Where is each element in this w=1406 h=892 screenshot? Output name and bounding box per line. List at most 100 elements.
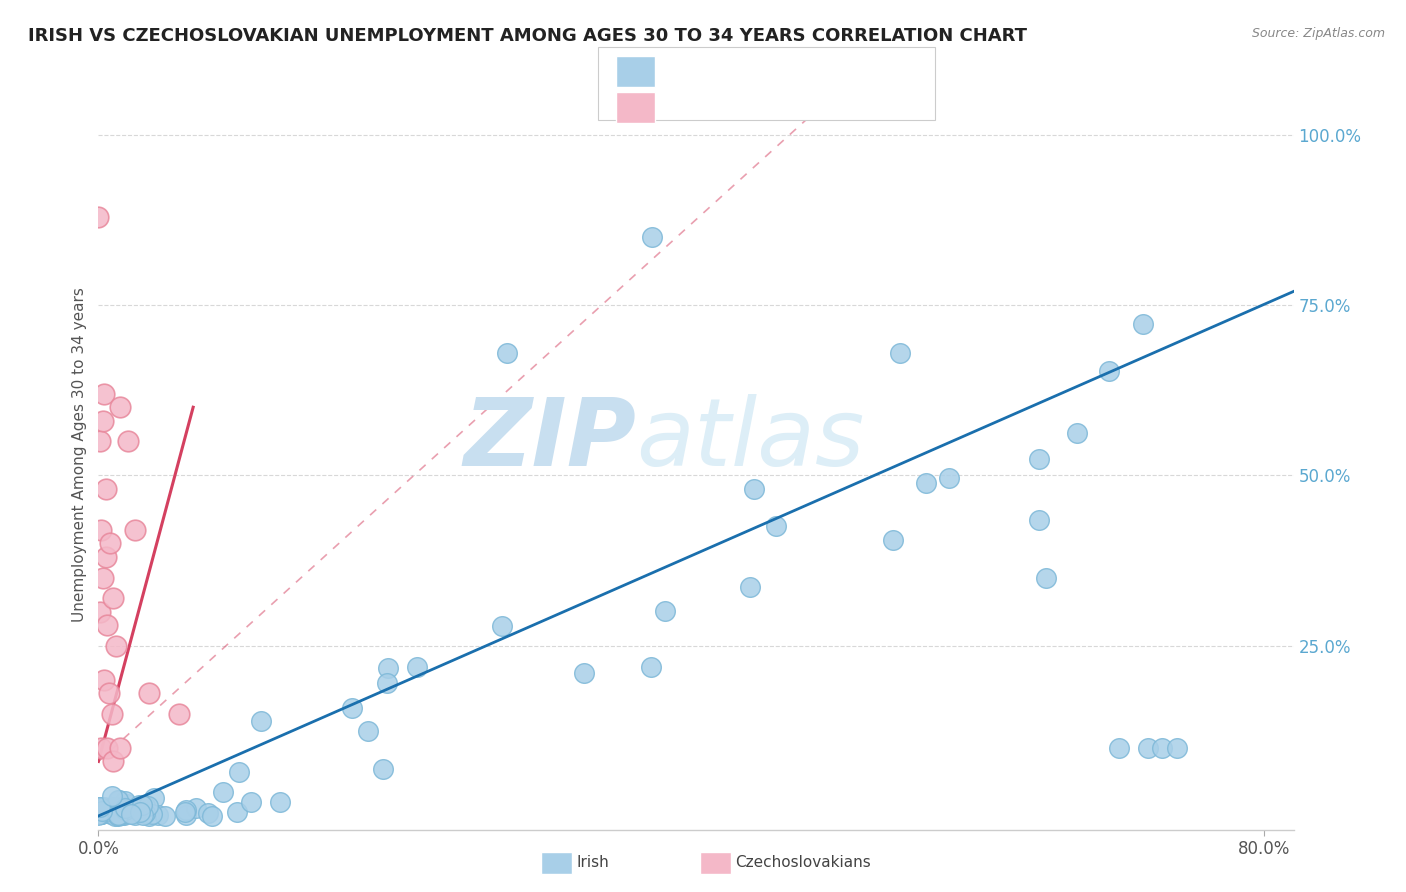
Point <box>228 764 250 779</box>
Point <box>134 798 156 813</box>
Point <box>226 805 249 820</box>
Point <box>94 804 117 818</box>
Point <box>87 210 110 224</box>
Point <box>1035 570 1057 584</box>
Point <box>90 740 112 755</box>
Point <box>124 523 146 537</box>
Point <box>740 580 762 594</box>
Point <box>1132 317 1154 331</box>
Point <box>240 795 263 809</box>
Point <box>114 803 136 817</box>
Text: IRISH VS CZECHOSLOVAKIAN UNEMPLOYMENT AMONG AGES 30 TO 34 YEARS CORRELATION CHAR: IRISH VS CZECHOSLOVAKIAN UNEMPLOYMENT AM… <box>28 27 1028 45</box>
Point <box>104 803 127 817</box>
Point <box>96 805 118 820</box>
Point <box>141 806 163 821</box>
Point <box>101 591 124 605</box>
Point <box>184 801 207 815</box>
Point <box>97 801 120 815</box>
Point <box>127 801 149 815</box>
Point <box>93 673 115 687</box>
Point <box>128 805 150 820</box>
Point <box>101 799 124 814</box>
Point <box>111 800 134 814</box>
Point <box>93 386 115 401</box>
Point <box>249 714 271 728</box>
Point <box>914 476 936 491</box>
Point <box>90 806 112 821</box>
Point <box>212 785 235 799</box>
Point <box>89 800 111 814</box>
Point <box>110 740 132 755</box>
Point <box>1028 513 1050 527</box>
Point <box>108 793 131 807</box>
Point <box>104 806 127 821</box>
Point <box>882 533 904 548</box>
Point <box>572 665 595 680</box>
Point <box>765 519 787 533</box>
Point <box>134 805 156 820</box>
Point <box>197 805 219 820</box>
Point <box>136 799 159 814</box>
Y-axis label: Unemployment Among Ages 30 to 34 years: Unemployment Among Ages 30 to 34 years <box>72 287 87 623</box>
Point <box>101 755 124 769</box>
Point <box>103 799 125 814</box>
Point <box>491 618 513 632</box>
Point <box>121 805 143 819</box>
Point <box>167 706 190 721</box>
Point <box>375 676 398 690</box>
Point <box>114 794 136 808</box>
Point <box>138 686 160 700</box>
Point <box>110 802 132 816</box>
Point <box>110 401 132 415</box>
Point <box>938 471 960 485</box>
Point <box>654 604 676 618</box>
Point <box>115 798 138 813</box>
Point <box>91 805 114 819</box>
Point <box>104 639 127 653</box>
Point <box>91 570 114 584</box>
Point <box>96 618 118 632</box>
Text: ZIP: ZIP <box>464 394 637 486</box>
Text: Source: ZipAtlas.com: Source: ZipAtlas.com <box>1251 27 1385 40</box>
Text: R = 0.424   N = 25: R = 0.424 N = 25 <box>662 87 832 105</box>
Point <box>112 801 135 815</box>
Point <box>94 482 117 496</box>
Point <box>495 345 517 359</box>
Point <box>98 805 121 820</box>
Point <box>120 807 142 822</box>
Point <box>111 808 134 822</box>
Point <box>98 804 121 818</box>
Point <box>104 809 127 823</box>
Point <box>107 793 129 807</box>
Point <box>100 706 122 721</box>
Point <box>405 659 427 673</box>
Point <box>110 807 132 822</box>
Point <box>129 805 152 819</box>
Point <box>173 805 195 819</box>
Point <box>89 800 111 814</box>
Point <box>342 701 364 715</box>
Point <box>107 808 129 822</box>
Point <box>201 809 224 823</box>
Point <box>117 797 139 811</box>
Point <box>377 661 399 675</box>
Point <box>124 807 146 822</box>
Point <box>132 808 155 822</box>
Point <box>371 762 394 776</box>
Point <box>90 807 112 822</box>
Point <box>98 536 121 550</box>
Text: Czechoslovakians: Czechoslovakians <box>735 855 872 870</box>
Point <box>97 686 120 700</box>
Point <box>146 808 169 822</box>
Point <box>640 660 662 674</box>
Point <box>1066 425 1088 440</box>
Point <box>138 808 160 822</box>
Point <box>117 434 139 449</box>
Point <box>128 797 150 812</box>
Point <box>1108 740 1130 755</box>
Point <box>110 805 132 820</box>
Point <box>118 805 141 820</box>
Point <box>641 230 664 244</box>
Point <box>104 802 127 816</box>
Point <box>107 808 129 822</box>
